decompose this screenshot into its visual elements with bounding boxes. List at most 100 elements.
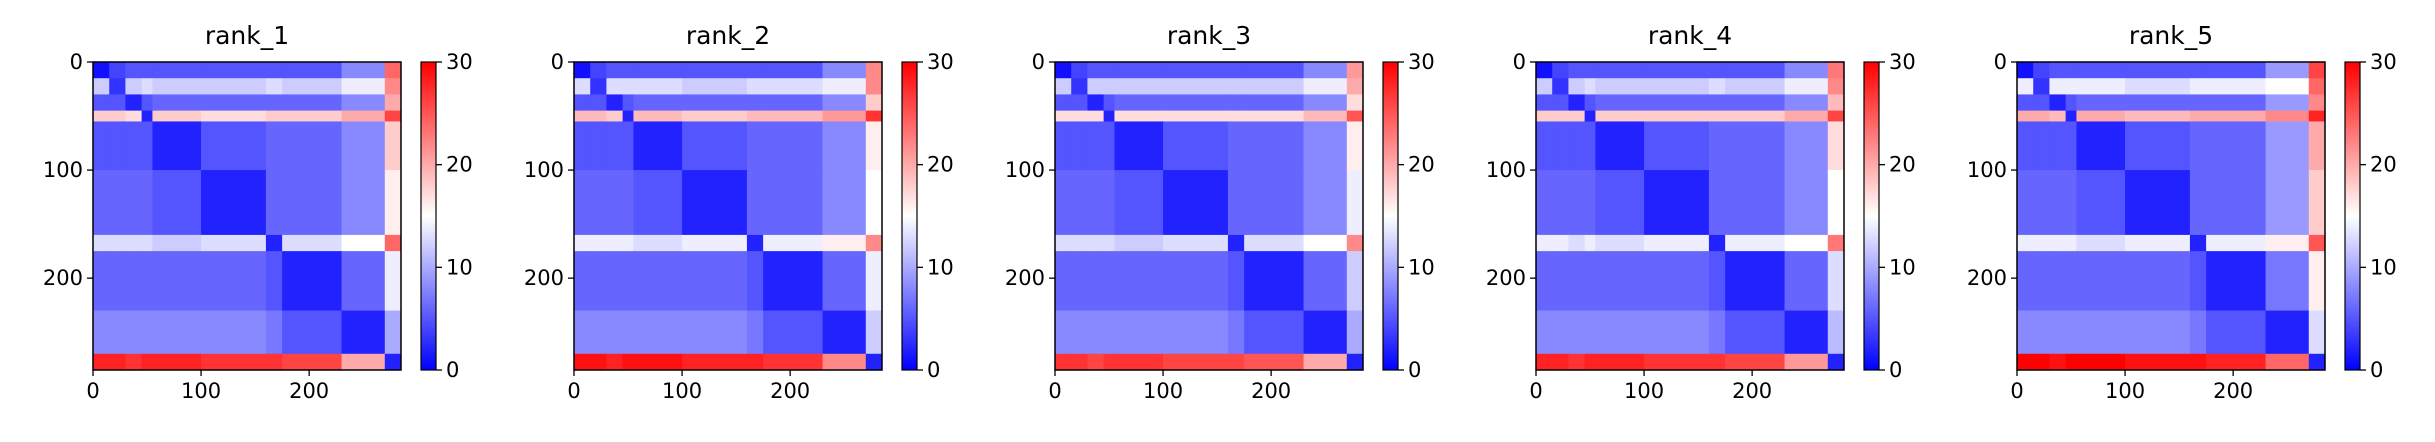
- y-tick-label: 200: [43, 266, 83, 290]
- heat-cell: [1346, 94, 1364, 112]
- heat-cell: [141, 251, 153, 312]
- heat-cell: [152, 78, 202, 95]
- heat-cell: [1725, 170, 1786, 236]
- heat-cell: [125, 251, 143, 312]
- heat-cell: [2033, 121, 2050, 171]
- heat-cell: [125, 62, 143, 79]
- heat-cell: [1163, 310, 1229, 355]
- heat-cell: [1346, 310, 1364, 355]
- colorbar-tick-label: 20: [1408, 153, 1435, 177]
- heat-cell: [125, 110, 143, 122]
- heat-cell: [2033, 110, 2050, 122]
- heat-cell: [93, 353, 110, 371]
- x-tick-label: 100: [662, 379, 702, 403]
- x-tick-label: 100: [2105, 379, 2145, 403]
- heat-cell: [1227, 310, 1245, 355]
- heat-cell: [125, 94, 143, 112]
- panel: rank_5 0 100 200 0 100 200 0 10 20 30: [1967, 21, 2397, 403]
- heat-cell: [1784, 110, 1829, 122]
- x-tick-label: 200: [1251, 379, 1291, 403]
- heat-cell: [2017, 121, 2034, 171]
- heat-cell: [265, 353, 283, 371]
- heat-cell: [1303, 110, 1348, 122]
- heat-cell: [1087, 310, 1105, 355]
- heat-cell: [1536, 170, 1553, 236]
- heat-cell: [1303, 353, 1348, 371]
- heat-cell: [2065, 353, 2077, 371]
- y-tick-label: 100: [1486, 158, 1526, 182]
- heat-cell: [1644, 170, 1710, 236]
- panel-title: rank_3: [1167, 21, 1251, 50]
- heat-cell: [265, 310, 283, 355]
- heat-cell: [141, 121, 153, 171]
- heat-cell: [2033, 170, 2050, 236]
- heat-cell: [574, 110, 591, 122]
- heat-cell: [746, 170, 764, 236]
- heat-cell: [1708, 251, 1726, 312]
- heat-cell: [201, 353, 267, 371]
- heat-cell: [574, 121, 591, 171]
- x-tick-label: 200: [2213, 379, 2253, 403]
- heat-cell: [1244, 110, 1305, 122]
- heat-cell: [1114, 353, 1164, 371]
- heat-cell: [763, 62, 824, 79]
- heat-cell: [1584, 110, 1596, 122]
- heat-cell: [1725, 78, 1786, 95]
- heat-cell: [152, 234, 202, 252]
- heat-cell: [865, 170, 883, 236]
- heat-cell: [2308, 234, 2326, 252]
- y-tick-label: 100: [1967, 158, 2007, 182]
- heat-cell: [1055, 170, 1072, 236]
- x-tick-label: 100: [1624, 379, 1664, 403]
- heat-cell: [2065, 62, 2077, 79]
- heat-cell: [1552, 121, 1569, 171]
- heat-cell: [282, 94, 343, 112]
- heat-cell: [2308, 121, 2326, 171]
- heat-cell: [1568, 94, 1586, 112]
- heat-cell: [1055, 353, 1072, 371]
- heat-cell: [1071, 353, 1088, 371]
- heat-cell: [1303, 62, 1348, 79]
- heat-cell: [2265, 121, 2310, 171]
- heat-cell: [1303, 121, 1348, 171]
- heat-cell: [109, 94, 126, 112]
- heat-cell: [633, 78, 683, 95]
- heat-cell: [1584, 353, 1596, 371]
- heat-cell: [1227, 62, 1245, 79]
- heat-cell: [1568, 251, 1586, 312]
- x-tick-label: 200: [1732, 379, 1772, 403]
- y-tick-label: 100: [43, 158, 83, 182]
- heat-cell: [2049, 234, 2067, 252]
- heat-cell: [1244, 78, 1305, 95]
- heat-cell: [682, 251, 748, 312]
- heat-cell: [2206, 353, 2267, 371]
- heat-cell: [682, 170, 748, 236]
- heat-cell: [1568, 170, 1586, 236]
- heat-cell: [1227, 121, 1245, 171]
- heat-cell: [1055, 110, 1072, 122]
- heat-cell: [590, 251, 607, 312]
- heat-cell: [574, 234, 591, 252]
- heat-cell: [2049, 110, 2067, 122]
- heat-cell: [2017, 78, 2034, 95]
- heat-cell: [2189, 251, 2207, 312]
- heat-cell: [1346, 234, 1364, 252]
- heat-cell: [1244, 121, 1305, 171]
- heat-cell: [606, 353, 624, 371]
- heat-cell: [1087, 62, 1105, 79]
- heat-cell: [2076, 170, 2126, 236]
- heat-cell: [1552, 251, 1569, 312]
- heat-cell: [763, 78, 824, 95]
- heat-cell: [1114, 251, 1164, 312]
- heat-cell: [1071, 121, 1088, 171]
- heat-cell: [2265, 94, 2310, 112]
- heat-cell: [1595, 121, 1645, 171]
- heat-cell: [282, 110, 343, 122]
- heat-cell: [1644, 78, 1710, 95]
- heat-cell: [633, 110, 683, 122]
- heat-cell: [1784, 78, 1829, 95]
- x-tick-label: 0: [1048, 379, 1061, 403]
- heat-cell: [1552, 353, 1569, 371]
- heat-cell: [574, 94, 591, 112]
- heat-cell: [265, 121, 283, 171]
